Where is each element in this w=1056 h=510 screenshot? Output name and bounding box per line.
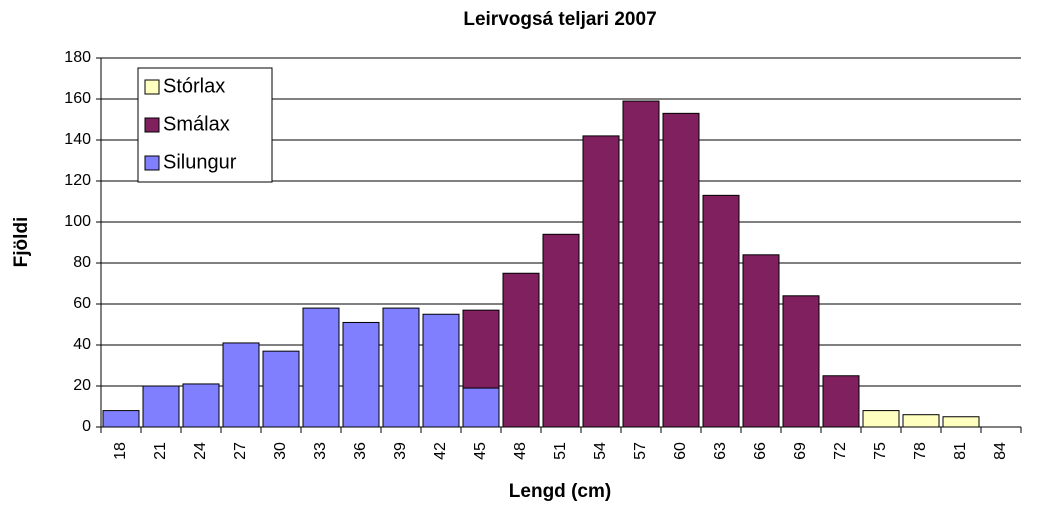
y-tick-label: 40 xyxy=(73,336,91,353)
bar xyxy=(302,307,340,428)
bar xyxy=(822,375,860,428)
y-tick-label: 160 xyxy=(64,90,91,107)
x-tick-label: 48 xyxy=(512,442,529,460)
bar xyxy=(742,254,780,428)
y-tick-label: 20 xyxy=(73,377,91,394)
bar xyxy=(702,194,740,428)
legend-swatch xyxy=(144,117,160,133)
bar xyxy=(182,383,220,428)
x-tick-label: 39 xyxy=(392,442,409,460)
chart-title: Leirvogsá teljari 2007 xyxy=(463,9,656,30)
bar xyxy=(102,410,140,428)
y-tick-label: 180 xyxy=(64,49,91,66)
bar xyxy=(942,416,980,428)
legend-label: Smálax xyxy=(163,113,230,135)
y-tick-label: 0 xyxy=(82,418,91,435)
x-tick-label: 81 xyxy=(952,442,969,460)
x-tick-label: 45 xyxy=(472,442,489,460)
x-tick-label: 24 xyxy=(192,442,209,460)
y-tick-label: 100 xyxy=(64,213,91,230)
x-axis-label: Lengd (cm) xyxy=(509,481,611,502)
bar xyxy=(142,385,180,428)
bar xyxy=(262,350,300,428)
y-tick-label: 80 xyxy=(73,254,91,271)
y-tick-label: 140 xyxy=(64,131,91,148)
bar xyxy=(582,135,620,428)
bar xyxy=(462,309,500,389)
x-tick-label: 84 xyxy=(992,442,1009,460)
bar xyxy=(222,342,260,428)
y-tick-label: 60 xyxy=(73,295,91,312)
x-tick-label: 66 xyxy=(752,442,769,460)
x-tick-label: 72 xyxy=(832,442,849,460)
x-tick-label: 60 xyxy=(672,442,689,460)
bar xyxy=(902,414,940,428)
x-tick-label: 18 xyxy=(112,442,129,460)
x-tick-label: 27 xyxy=(232,442,249,460)
bar xyxy=(502,272,540,428)
y-tick-label: 120 xyxy=(64,172,91,189)
y-axis-label: Fjöldi xyxy=(11,217,32,268)
bar xyxy=(862,410,900,428)
legend-swatch xyxy=(144,79,160,95)
x-tick-label: 30 xyxy=(272,442,289,460)
x-tick-label: 75 xyxy=(872,442,889,460)
legend-box xyxy=(137,67,273,183)
x-tick-label: 42 xyxy=(432,442,449,460)
bar xyxy=(782,295,820,428)
bar xyxy=(342,321,380,428)
bar xyxy=(382,307,420,428)
x-tick-label: 57 xyxy=(632,442,649,460)
x-tick-label: 69 xyxy=(792,442,809,460)
x-tick-label: 63 xyxy=(712,442,729,460)
bar xyxy=(542,233,580,428)
legend-label: Stórlax xyxy=(163,75,225,97)
bar xyxy=(462,387,500,428)
x-tick-label: 33 xyxy=(312,442,329,460)
bar xyxy=(622,100,660,428)
bar xyxy=(662,112,700,428)
legend-swatch xyxy=(144,155,160,171)
x-tick-label: 54 xyxy=(592,442,609,460)
bar xyxy=(422,313,460,428)
legend-label: Silungur xyxy=(163,151,237,173)
x-tick-label: 36 xyxy=(352,442,369,460)
x-tick-label: 78 xyxy=(912,442,929,460)
x-tick-label: 51 xyxy=(552,442,569,460)
x-tick-label: 21 xyxy=(152,442,169,460)
